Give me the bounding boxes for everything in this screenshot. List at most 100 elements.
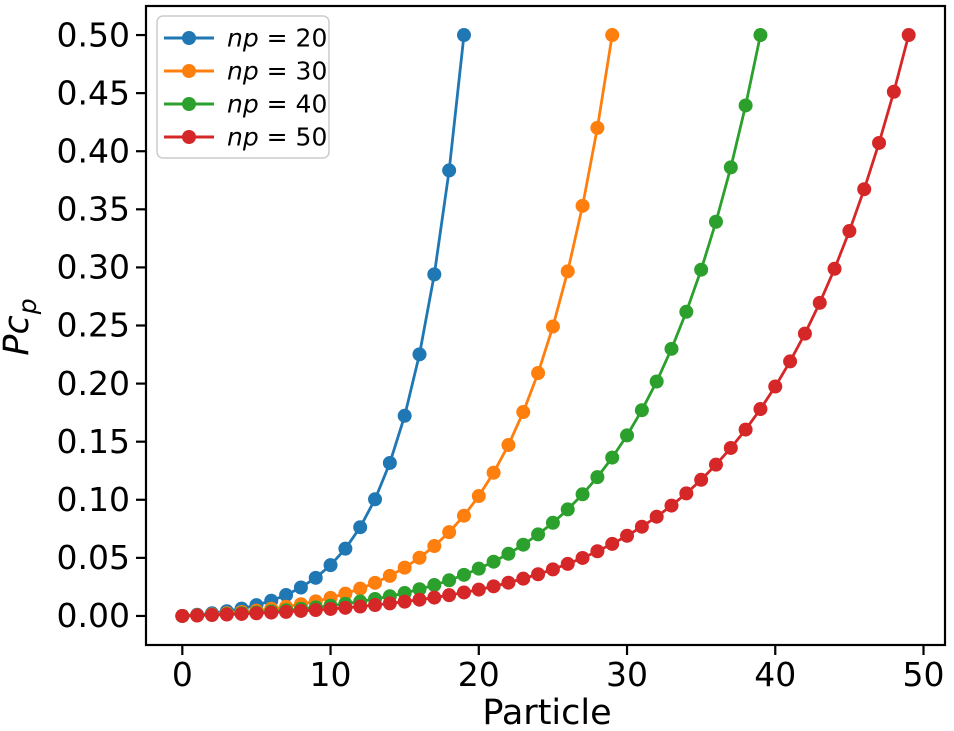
data-point	[382, 568, 397, 583]
data-point	[664, 498, 679, 513]
legend-label-value: = 30	[259, 57, 328, 86]
x-axis: 0 10 20 30 40 50	[172, 645, 945, 694]
data-point	[368, 492, 383, 507]
data-point	[531, 527, 546, 542]
legend-label: np = 40	[227, 90, 327, 119]
data-point	[368, 598, 383, 613]
data-point	[634, 519, 649, 534]
y-tick-label: 0.15	[57, 422, 130, 461]
legend-marker	[182, 31, 196, 45]
data-point	[175, 608, 190, 623]
legend-label-value: = 40	[259, 90, 328, 119]
data-point	[872, 135, 887, 150]
data-point	[560, 264, 575, 279]
data-point	[338, 541, 353, 556]
data-point	[516, 405, 531, 420]
data-point	[456, 508, 471, 523]
data-point	[442, 588, 457, 603]
data-point	[234, 606, 249, 621]
y-tick-label: 0.00	[57, 596, 130, 635]
legend-item-np-30: np = 30	[164, 57, 327, 86]
legend-marker	[182, 97, 196, 111]
legend-marker	[182, 64, 196, 78]
data-point	[412, 347, 427, 362]
data-point	[605, 450, 620, 465]
data-point	[679, 486, 694, 501]
x-tick-label: 40	[754, 655, 796, 694]
data-point	[649, 509, 664, 524]
data-point	[279, 604, 294, 619]
data-point	[323, 558, 338, 573]
y-tick-label: 0.05	[57, 538, 130, 577]
data-point	[397, 560, 412, 575]
y-tick-label: 0.50	[57, 15, 130, 54]
data-point	[323, 601, 338, 616]
data-point	[679, 304, 694, 319]
data-point	[842, 224, 857, 239]
y-axis: 0.00 0.05 0.10 0.15 0.20 0.25 0.30 0.35 0.40 0.45…	[57, 15, 146, 635]
data-point	[397, 594, 412, 609]
data-point	[471, 561, 486, 576]
data-point	[308, 603, 323, 618]
data-point	[219, 607, 234, 622]
data-point	[412, 550, 427, 565]
data-point	[353, 520, 368, 535]
plot-border	[144, 4, 947, 647]
data-point	[353, 599, 368, 614]
data-point	[249, 606, 264, 621]
data-point	[560, 556, 575, 571]
data-point	[204, 608, 219, 623]
data-point	[456, 28, 471, 43]
y-tick-label: 0.30	[57, 248, 130, 287]
data-point	[753, 402, 768, 417]
data-point	[501, 546, 516, 561]
y-axis-label-subscript: p	[13, 298, 42, 315]
legend-label-variable: np	[227, 123, 259, 152]
data-point	[620, 428, 635, 443]
legend-item-np-40: np = 40	[164, 90, 327, 119]
data-point	[738, 98, 753, 113]
data-point	[397, 408, 412, 423]
data-point	[293, 603, 308, 618]
data-point	[456, 585, 471, 600]
data-point	[368, 575, 383, 590]
data-point	[516, 537, 531, 552]
data-point	[708, 457, 723, 472]
data-point	[279, 588, 294, 603]
data-point	[412, 592, 427, 607]
data-point	[338, 586, 353, 601]
legend-label-variable: np	[227, 24, 259, 53]
data-point	[738, 422, 753, 437]
x-axis-label: Particle	[482, 693, 611, 731]
x-tick-label: 20	[458, 655, 500, 694]
legend-item-np-20: np = 20	[164, 24, 327, 53]
y-axis-label-main: Pc	[0, 315, 37, 355]
data-point	[886, 84, 901, 99]
data-point	[545, 319, 560, 334]
data-point	[471, 489, 486, 504]
data-point	[531, 366, 546, 381]
data-point	[575, 487, 590, 502]
data-point	[590, 120, 605, 135]
data-point	[694, 262, 709, 277]
data-point	[694, 472, 709, 487]
plot-area: 0 10 20 30 40 500.000.050.100.150.200.250.300…	[57, 4, 947, 694]
y-axis-label: Pcp	[0, 298, 42, 355]
legend-box	[156, 15, 330, 159]
data-point	[649, 374, 664, 389]
data-point	[545, 562, 560, 577]
data-point	[516, 571, 531, 586]
data-point	[501, 575, 516, 590]
legend-label-variable: np	[227, 90, 259, 119]
data-point	[412, 582, 427, 597]
data-point	[708, 214, 723, 229]
legend-label-value: = 20	[259, 24, 328, 53]
data-point	[768, 379, 783, 394]
data-point	[471, 582, 486, 597]
data-point	[486, 579, 501, 594]
data-point	[427, 539, 442, 554]
y-tick-label: 0.40	[57, 131, 130, 170]
data-point	[427, 578, 442, 593]
data-point	[427, 590, 442, 605]
data-point	[442, 573, 457, 588]
